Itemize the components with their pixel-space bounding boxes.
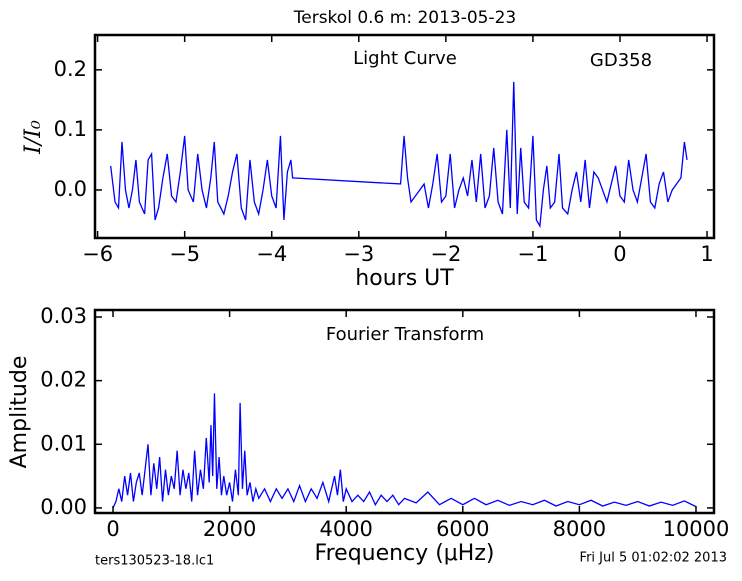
x-tick-label: 0: [613, 242, 626, 266]
footer-file: ters130523-18.lc1: [95, 554, 214, 569]
axes-frame: [93, 33, 716, 240]
y-tick-label: 0.03: [40, 304, 87, 328]
x-tick-label: 8000: [553, 517, 606, 541]
x-tick-label: 6000: [436, 517, 489, 541]
y-tick-label: 0.0: [54, 177, 87, 201]
footer-date: Fri Jul 5 01:02:02 2013: [580, 551, 727, 566]
figure-title: Terskol 0.6 m: 2013-05-23: [293, 8, 517, 28]
x-tick-label: −3: [343, 242, 374, 266]
data-line: [110, 81, 688, 229]
x-tick-label: −5: [169, 242, 200, 266]
x-axis-label: Frequency (μHz): [315, 541, 495, 566]
y-tick-label: 0.01: [40, 431, 87, 455]
annotation: Fourier Transform: [326, 324, 484, 345]
y-tick-label: 0.02: [40, 368, 87, 392]
y-tick-label: 0.1: [54, 117, 87, 141]
x-tick-label: −4: [256, 242, 287, 266]
x-tick-label: 10000: [663, 517, 730, 541]
x-tick-label: 1: [700, 242, 713, 266]
x-axis-label: hours UT: [355, 266, 454, 291]
y-axis-label: Amplitude: [7, 356, 32, 469]
data-line: [112, 393, 697, 509]
axes-frame: [93, 308, 716, 515]
y-tick-label: 0.2: [54, 57, 87, 81]
x-tick-label: −6: [82, 242, 113, 266]
x-tick-label: −1: [517, 242, 548, 266]
y-tick-label: 0.00: [40, 495, 87, 519]
annotation: Light Curve: [353, 48, 457, 69]
x-tick-label: 0: [106, 517, 119, 541]
x-tick-label: 2000: [203, 517, 256, 541]
x-tick-label: −2: [430, 242, 461, 266]
y-axis-label: I/I₀: [21, 120, 46, 155]
annotation: GD358: [590, 50, 652, 71]
x-tick-label: 4000: [319, 517, 372, 541]
